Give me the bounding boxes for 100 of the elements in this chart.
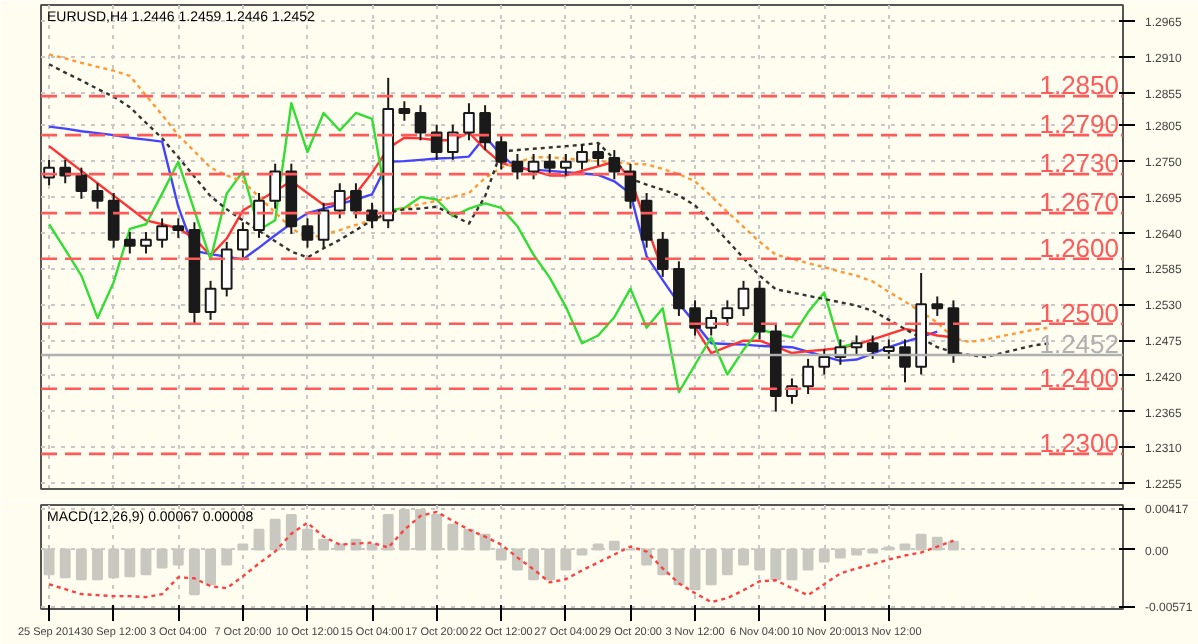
bar (899, 543, 911, 551)
candlestick (463, 102, 475, 142)
candlestick (721, 299, 734, 327)
candlestick (511, 152, 524, 181)
bar (318, 538, 330, 551)
candlestick (866, 334, 879, 360)
candlestick (543, 152, 556, 177)
candlestick (882, 338, 895, 360)
bar (721, 548, 733, 576)
bar (285, 513, 297, 551)
candlestick (107, 192, 120, 249)
candlestick (656, 231, 669, 278)
candlestick (673, 260, 685, 317)
bar (641, 548, 653, 566)
bar (269, 518, 281, 551)
bar (705, 548, 717, 586)
bar (495, 548, 507, 561)
candlestick (608, 149, 621, 181)
bar (818, 548, 830, 563)
bar (334, 543, 346, 551)
bar (657, 548, 669, 576)
candlestick (737, 279, 750, 317)
bar (511, 548, 523, 571)
candlestick (931, 295, 944, 317)
candlestick (253, 192, 265, 239)
candlestick (350, 182, 362, 220)
candlestick (624, 162, 637, 210)
bar (802, 548, 814, 571)
bar (431, 513, 443, 551)
bar (851, 548, 862, 556)
candlestick (398, 100, 411, 122)
candlestick (172, 217, 185, 239)
ref-line-label: 1.2730 (1039, 148, 1120, 179)
bar (754, 548, 766, 571)
bar (92, 548, 103, 581)
ref-line-label: 1.2850 (1039, 70, 1120, 101)
bar (59, 548, 71, 579)
bar (188, 548, 200, 596)
bar (124, 548, 136, 578)
bar (463, 528, 475, 551)
bar (156, 548, 168, 569)
candlestick (156, 217, 168, 249)
bar (221, 548, 233, 566)
candlestick (640, 192, 653, 249)
candlestick (269, 162, 282, 210)
candlestick (317, 201, 330, 249)
candlestick (237, 221, 249, 259)
bar (172, 548, 184, 566)
bar (302, 528, 313, 551)
bar (592, 543, 604, 551)
candlestick (753, 279, 766, 341)
ref-line-label: 1.2452 (1039, 328, 1120, 359)
line-series (47, 510, 955, 604)
bar (479, 533, 491, 551)
bar (786, 548, 798, 581)
bar (834, 548, 846, 559)
bar (770, 548, 782, 581)
candlestick (333, 182, 346, 220)
bar (140, 548, 152, 576)
candlestick (366, 201, 378, 230)
bar (75, 548, 87, 581)
candlestick (75, 166, 88, 200)
candlestick (430, 123, 443, 161)
bar (689, 548, 701, 591)
candlestick (705, 309, 718, 337)
bar (528, 548, 539, 581)
ref-line-label: 1.2400 (1039, 362, 1120, 393)
candlestick (495, 133, 508, 171)
ref-line-label: 1.2670 (1039, 187, 1120, 218)
candlestick (220, 240, 233, 298)
bar (931, 536, 943, 551)
bar (447, 523, 459, 551)
candlestick (123, 231, 136, 255)
candlestick (592, 143, 604, 167)
ref-line-label: 1.2790 (1039, 109, 1120, 140)
bar (544, 548, 556, 581)
candlestick (899, 338, 911, 384)
bar (576, 548, 588, 556)
bar (560, 548, 572, 571)
bar (947, 540, 959, 551)
bar (915, 533, 927, 551)
bar (673, 548, 685, 586)
candlestick (802, 357, 814, 396)
candlestick (479, 104, 491, 152)
candlestick (204, 279, 217, 321)
candlestick (560, 152, 572, 177)
bar (366, 543, 378, 551)
candlestick (446, 123, 459, 161)
candlestick (140, 231, 152, 255)
ref-line-label: 1.2500 (1039, 297, 1120, 328)
candlestick (576, 143, 588, 171)
bar (205, 548, 217, 586)
bar (237, 543, 249, 551)
bar (608, 540, 620, 551)
candlestick (301, 217, 314, 249)
candlestick (850, 334, 863, 356)
bar (253, 528, 265, 551)
bar (738, 548, 749, 566)
candlestick (527, 152, 540, 181)
candlestick (91, 182, 104, 210)
